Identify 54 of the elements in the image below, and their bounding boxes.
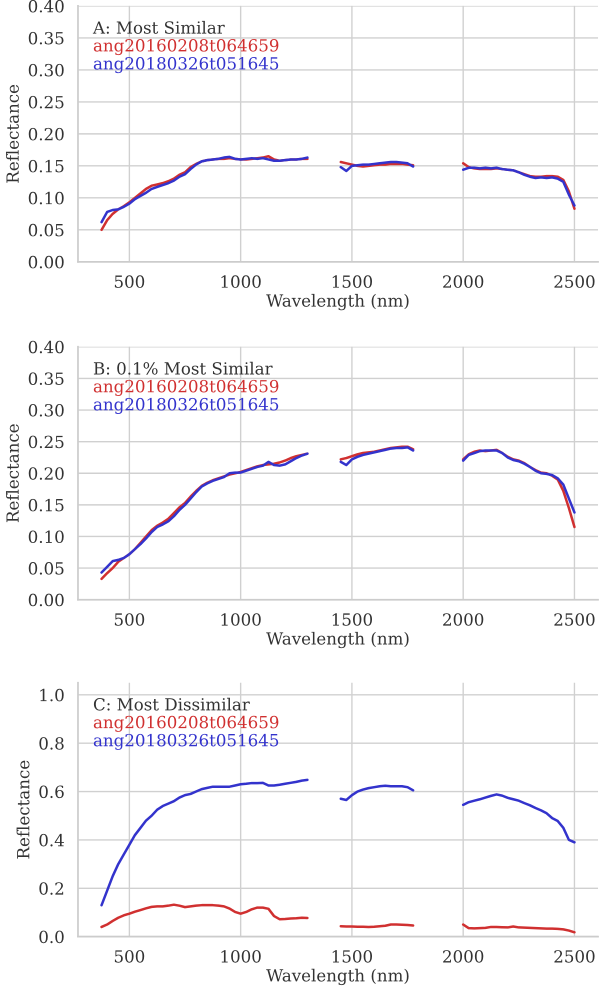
text: ang20160208t064659 xyxy=(94,716,278,732)
text: ang20180326t051645 xyxy=(94,734,278,750)
x-axis-title: Wavelength (nm) xyxy=(266,294,409,310)
x-axis-title: Wavelength (nm) xyxy=(266,968,409,986)
x-tick-label: 2500 xyxy=(554,950,595,963)
text: ang20180326t051645 xyxy=(94,57,278,74)
y-tick-label: 0.40 xyxy=(28,0,64,12)
y-axis-title: Reflectance xyxy=(6,84,19,183)
y-tick-label: 0.00 xyxy=(28,256,64,268)
y-tick-label: 0.10 xyxy=(28,192,64,204)
legend-title: B: 0.1% Most Similar xyxy=(94,362,273,375)
x-tick-label: 2000 xyxy=(443,613,484,626)
y-tick-label: 0.20 xyxy=(28,467,64,480)
y-tick-label: 0.40 xyxy=(28,340,64,354)
y-tick-label: 0.25 xyxy=(28,96,64,108)
x-tick-label: 1000 xyxy=(221,613,261,626)
y-tick-label: 0.05 xyxy=(28,562,64,575)
y-tick-label: 0.4 xyxy=(39,834,64,846)
x-tick-label: 2000 xyxy=(443,275,484,288)
y-tick-label: 0.15 xyxy=(28,160,64,172)
text: ang20160208t064659 xyxy=(94,380,278,396)
y-tick-label: 0.35 xyxy=(28,372,64,385)
x-tick-label: 1500 xyxy=(332,613,372,626)
x-tick-label: 2000 xyxy=(443,950,484,963)
y-tick-label: 0.0 xyxy=(39,930,64,944)
y-axis-title: Reflectance xyxy=(16,760,30,859)
x-tick-label: 500 xyxy=(114,950,144,963)
text: ang20180326t051645 xyxy=(94,398,278,414)
y-tick-label: 0.30 xyxy=(28,64,64,76)
x-axis-title: Wavelength (nm) xyxy=(266,632,409,648)
y-axis-title: Reflectance xyxy=(6,424,19,522)
y-tick-label: 0.05 xyxy=(28,224,64,236)
y-tick-label: 1.0 xyxy=(40,688,64,702)
x-tick-label: 1000 xyxy=(221,275,261,288)
x-tick-label: 1500 xyxy=(332,275,372,288)
y-tick-label: 0.6 xyxy=(39,785,64,798)
x-tick-label: 1000 xyxy=(221,950,261,963)
y-tick-label: 0.00 xyxy=(28,594,64,606)
y-tick-label: 0.8 xyxy=(39,737,64,750)
legend-title: A: Most Similar xyxy=(92,20,225,34)
y-tick-label: 0.2 xyxy=(39,882,64,895)
y-tick-label: 0.15 xyxy=(28,498,64,512)
y-tick-label: 0.30 xyxy=(28,404,64,417)
legend-title: C: Most Dissimilar xyxy=(94,698,250,711)
x-tick-label: 500 xyxy=(114,613,144,626)
x-tick-label: 2500 xyxy=(554,613,595,626)
y-tick-label: 0.10 xyxy=(28,530,64,544)
x-tick-label: 500 xyxy=(114,275,144,288)
y-tick-label: 0.25 xyxy=(28,436,64,448)
x-tick-label: 1500 xyxy=(332,950,372,963)
text: ang20160208t064659 xyxy=(94,39,278,56)
y-tick-label: 0.35 xyxy=(28,32,64,44)
x-tick-label: 2500 xyxy=(554,275,595,288)
y-tick-label: 0.20 xyxy=(28,128,64,140)
